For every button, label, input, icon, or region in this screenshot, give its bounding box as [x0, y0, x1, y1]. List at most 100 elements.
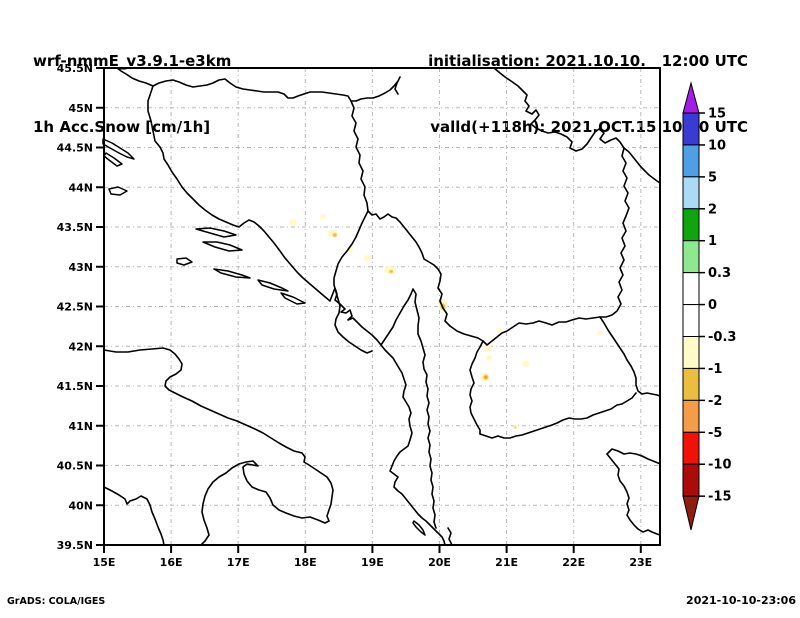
- lat-tick-label: 41N: [68, 420, 93, 433]
- coastline-adriatic-east: [116, 67, 446, 546]
- colorbar-tick-label: -2: [708, 394, 722, 409]
- lon-tick-label: 20E: [428, 556, 451, 569]
- colorbar-segment: [682, 208, 700, 242]
- colorbar-tick-label: 5: [708, 170, 717, 185]
- island: [108, 186, 128, 196]
- lon-tick-label: 16E: [160, 556, 183, 569]
- colorbar-tick-label: 10: [708, 138, 726, 153]
- border-drina-bosnia-serbia: [333, 100, 373, 354]
- island: [202, 241, 243, 252]
- colorbar-bottom-arrow: [682, 495, 700, 531]
- lon-tick-label: 22E: [562, 556, 585, 569]
- lat-tick-label: 43N: [68, 261, 93, 274]
- border-macedonia-west: [469, 340, 484, 435]
- colorbar-tick-label: 0.3: [708, 266, 731, 281]
- colorbar-top-arrow: [682, 81, 700, 114]
- model-title: wrf-nmmE_v3.9.1-e3km: [33, 52, 232, 70]
- colorbar-tick-label: 0: [708, 298, 717, 313]
- colorbar-tick-label: -0.3: [708, 330, 736, 345]
- colorbar-segment: [682, 399, 700, 433]
- coastlines-borders: [103, 67, 661, 546]
- island: [257, 279, 289, 292]
- colorbar-tick-label: -5: [708, 426, 722, 441]
- plot-title-block: wrf-nmmE_v3.9.1-e3km 1h Acc.Snow [cm/1h]: [33, 6, 231, 182]
- border-macedonia-south: [479, 392, 637, 439]
- colorbar-tick-label: -10: [708, 458, 732, 473]
- colorbar-segment: [682, 176, 700, 210]
- snow-spot-light: [496, 327, 503, 333]
- lon-tick-label: 17E: [227, 556, 250, 569]
- axis-labels: 45.5N 45N 44.5N 44N 43.5N 43N 42.5N 42N 41.5N 41N…: [57, 62, 653, 569]
- lat-tick-label: 45N: [68, 102, 93, 115]
- snow-spot-moderate: [514, 426, 517, 429]
- snow-spot-light: [486, 355, 493, 362]
- colorbar-segment: [682, 336, 700, 369]
- border-macedonia-north: [449, 316, 601, 346]
- colorbar-segment: [682, 463, 700, 497]
- lat-tick-label: 42.5N: [57, 301, 93, 314]
- graticule-gridlines: [104, 68, 660, 545]
- lat-tick-label: 41.5N: [57, 380, 93, 393]
- island: [103, 152, 123, 167]
- island: [213, 268, 251, 279]
- colorbar-tick-label: 2: [708, 202, 717, 217]
- coastline-greece-aegean: [606, 453, 661, 536]
- border-serbia-bulgaria: [599, 147, 630, 318]
- border-serbia-montenegro-kosovo: [367, 210, 451, 327]
- colorbar-segment: [682, 112, 700, 146]
- colorbar-segment: [682, 240, 700, 274]
- snow-spot-light: [289, 219, 298, 226]
- border-sava-croatia-bosnia: [152, 76, 401, 102]
- snow-spot-light: [363, 255, 372, 262]
- lat-tick-label: 39.5N: [57, 539, 93, 552]
- grads-credit: GrADS: COLA/IGES: [7, 596, 106, 607]
- colorbar-segment: [682, 367, 700, 401]
- snow-spot-heavy: [484, 376, 487, 379]
- border-montenegro-albania: [380, 288, 437, 529]
- lat-tick-label: 40N: [68, 499, 93, 512]
- border-bulgaria-macedonia-greece: [599, 316, 661, 397]
- lat-tick-label: 42N: [68, 340, 93, 353]
- lat-tick-label: 45.5N: [57, 62, 93, 75]
- colorbar-tick-label: 15: [708, 107, 726, 122]
- island: [176, 257, 193, 266]
- colorbar-segment: [682, 431, 700, 465]
- lon-tick-label: 23E: [629, 556, 652, 569]
- lat-tick-label: 44N: [68, 181, 93, 194]
- colorbar: 15 10 5 2 1 0.3 0 -0.3 -1 -2 -5 -10 -15: [682, 81, 736, 531]
- lat-tick-label: 44.5N: [57, 142, 93, 155]
- lat-tick-label: 40.5N: [57, 460, 93, 473]
- colorbar-segment: [682, 144, 700, 178]
- lon-tick-label: 19E: [361, 556, 384, 569]
- colorbar-tick-label: -1: [708, 362, 722, 377]
- axis-ticks: [96, 67, 642, 553]
- colorbar-tick-label: -15: [708, 490, 732, 505]
- snow-spot-moderate: [332, 232, 337, 237]
- lat-tick-label: 43.5N: [57, 221, 93, 234]
- creation-timestamp: 2021-10-10-23:06: [686, 594, 796, 607]
- colorbar-segment: [682, 272, 700, 306]
- island: [195, 227, 237, 238]
- coastline-italy-tyrrhenian: [103, 486, 165, 546]
- coastline-italy-adriatic: [103, 347, 334, 546]
- border-danube-serbia-romania: [493, 67, 661, 184]
- colorbar-segment: [682, 304, 700, 338]
- snow-spot-light: [596, 330, 603, 335]
- field-title: 1h Acc.Snow [cm/1h]: [33, 118, 211, 136]
- snow-spot-light: [319, 214, 326, 220]
- coastline-greece-northeast: [606, 448, 661, 465]
- snow-spot-light: [383, 265, 396, 274]
- colorbar-tick-label: 1: [708, 234, 717, 249]
- init-time-label: initialisation: 2021.10.10. 12:00 UTC: [428, 52, 748, 70]
- snow-spot-moderate: [389, 270, 394, 274]
- coastline-greece-west: [447, 527, 453, 546]
- lon-tick-label: 18E: [294, 556, 317, 569]
- snow-spot-light: [483, 343, 492, 352]
- lon-tick-label: 21E: [495, 556, 518, 569]
- lon-tick-label: 15E: [93, 556, 116, 569]
- snow-spot-light: [522, 360, 531, 367]
- island: [280, 292, 306, 305]
- islands: [102, 138, 426, 536]
